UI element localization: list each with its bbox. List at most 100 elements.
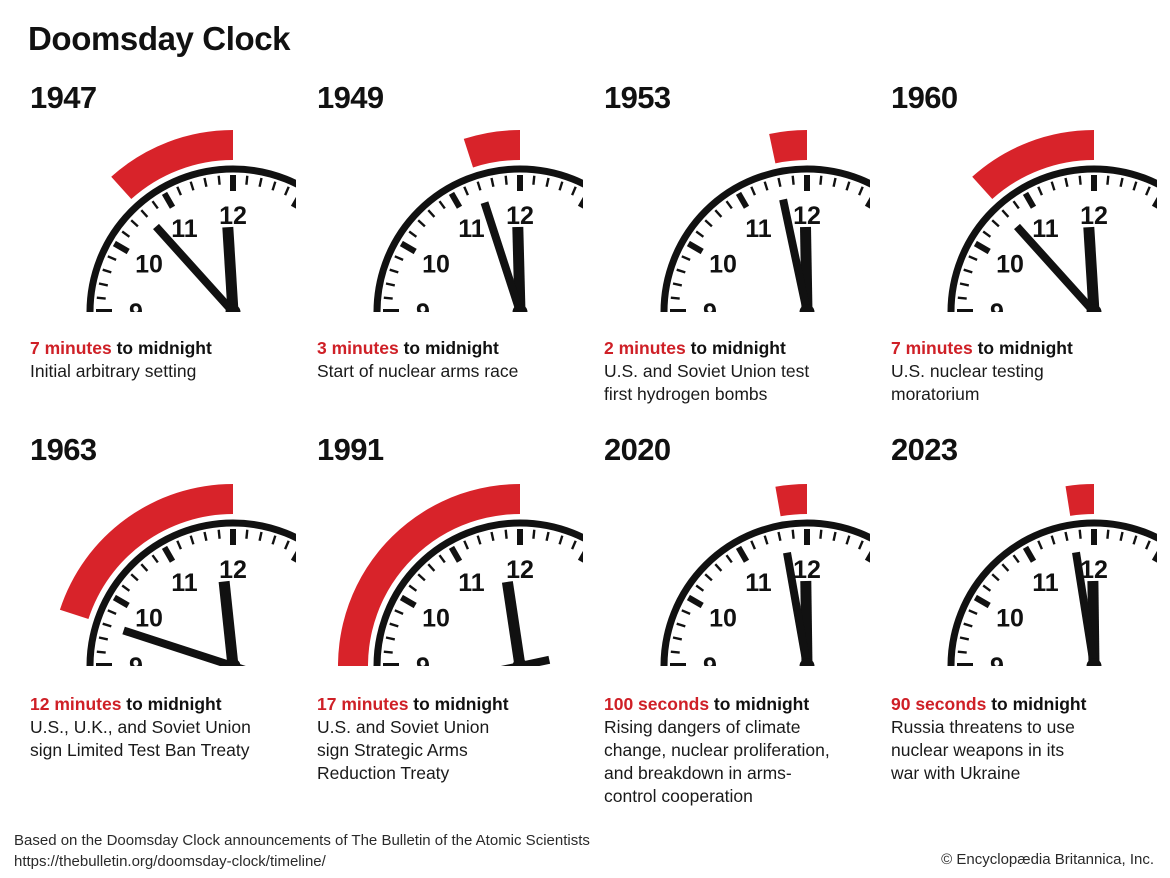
clock-hands: [480, 201, 528, 312]
svg-text:10: 10: [709, 251, 737, 279]
time-amount: 90 seconds: [891, 694, 987, 714]
time-to-midnight: 3 minutes to midnight: [317, 338, 600, 358]
clock-numerals: 12 11 10 9: [416, 556, 534, 666]
clock-rim: [373, 165, 583, 312]
svg-text:9: 9: [703, 299, 717, 312]
svg-text:9: 9: [990, 653, 1004, 666]
clock-card: 2020 12 11 10 9 100 seconds to midnight Ris…: [602, 432, 889, 806]
event-description: U.S. and Soviet Union test first hydroge…: [604, 361, 810, 404]
svg-text:10: 10: [422, 605, 450, 633]
svg-text:9: 9: [129, 653, 143, 666]
danger-arc: [775, 484, 807, 517]
to-midnight-label: to midnight: [986, 694, 1087, 714]
clock-card: 1991 12 11 10 9 17 minutes to midnight U.S.…: [315, 432, 602, 792]
clock-face: 12 11 10 9: [315, 438, 583, 666]
clock-numerals: 12 11 10 9: [990, 202, 1108, 312]
clock-card: 1949 12 11 10 9 3 minutes to midnight Start…: [315, 80, 602, 432]
danger-arc: [338, 484, 520, 666]
clock-year: 2023: [891, 432, 958, 467]
danger-arc: [463, 130, 520, 168]
clock-caption: 2 minutes to midnight U.S. and Soviet Un…: [604, 338, 887, 406]
danger-arc: [972, 130, 1094, 200]
clock-graphic: 12 11 10 9: [86, 130, 296, 312]
clock-year: 1963: [30, 432, 97, 467]
svg-text:11: 11: [1032, 215, 1059, 243]
clock-graphic: 12 11 10 9: [59, 484, 296, 666]
clock-numerals: 12 11 10 9: [990, 556, 1108, 666]
time-amount: 3 minutes: [317, 338, 399, 358]
svg-text:11: 11: [745, 215, 772, 243]
clock-graphic: 12 11 10 9: [373, 130, 583, 312]
clock-rim: [86, 519, 296, 666]
clock-caption: 12 minutes to midnight U.S., U.K., and S…: [30, 694, 313, 762]
clock-caption: 17 minutes to midnight U.S. and Soviet U…: [317, 694, 600, 785]
clock-face: 12 11 10 9: [28, 438, 296, 666]
clock-ticks: [670, 175, 870, 312]
svg-text:10: 10: [422, 251, 450, 279]
clock-hands: [122, 580, 246, 666]
svg-text:12: 12: [219, 556, 247, 584]
clock-year: 1947: [30, 80, 97, 115]
clock-grid: 1947 12 11 10 9 7 minutes to midnight Initi…: [28, 80, 1157, 806]
clock-numerals: 12 11 10 9: [129, 202, 247, 312]
clock-face: 12 11 10 9: [889, 438, 1157, 666]
clock-hands: [779, 198, 815, 312]
clock-card: 2023 12 11 10 9 90 seconds to midnight Russ…: [889, 432, 1170, 792]
footer-source: Based on the Doomsday Clock announcement…: [14, 832, 590, 870]
clock-face: 12 11 10 9: [602, 84, 870, 312]
clock-numerals: 12 11 10 9: [416, 202, 534, 312]
time-amount: 7 minutes: [891, 338, 973, 358]
time-to-midnight: 100 seconds to midnight: [604, 694, 887, 714]
footer-copyright: © Encyclopædia Britannica, Inc.: [941, 851, 1154, 868]
clock-card: 1963 12 11 10 9 12 minutes to midnight U.S.…: [28, 432, 315, 792]
to-midnight-label: to midnight: [972, 338, 1073, 358]
clock-face: 12 11 10 9: [889, 84, 1157, 312]
clock-rim: [660, 519, 870, 666]
svg-text:11: 11: [171, 569, 198, 597]
svg-text:11: 11: [458, 215, 485, 243]
event-description: U.S. nuclear testing moratorium: [891, 361, 1044, 404]
clock-year: 1991: [317, 432, 384, 467]
clock-hands: [783, 552, 815, 666]
to-midnight-label: to midnight: [398, 338, 499, 358]
time-amount: 7 minutes: [30, 338, 112, 358]
clock-ticks: [670, 529, 870, 666]
svg-text:11: 11: [171, 215, 198, 243]
clock-rim: [660, 165, 870, 312]
danger-arc: [59, 484, 233, 620]
svg-text:10: 10: [135, 605, 163, 633]
clock-hands: [1072, 551, 1102, 666]
time-to-midnight: 17 minutes to midnight: [317, 694, 600, 714]
svg-text:12: 12: [506, 556, 534, 584]
svg-text:9: 9: [703, 653, 717, 666]
clock-ticks: [383, 175, 583, 312]
clock-graphic: 12 11 10 9: [660, 130, 870, 312]
to-midnight-label: to midnight: [121, 694, 222, 714]
danger-arc: [111, 130, 233, 200]
clock-rim: [947, 165, 1157, 312]
time-to-midnight: 12 minutes to midnight: [30, 694, 313, 714]
clock-rim: [947, 519, 1157, 666]
event-description: U.S. and Soviet Union sign Strategic Arm…: [317, 717, 490, 783]
svg-text:12: 12: [1080, 202, 1108, 230]
event-description: U.S., U.K., and Soviet Union sign Limite…: [30, 717, 251, 760]
page-title: Doomsday Clock: [28, 20, 291, 57]
time-amount: 12 minutes: [30, 694, 122, 714]
svg-text:11: 11: [1032, 569, 1059, 597]
clock-numerals: 12 11 10 9: [129, 556, 247, 666]
svg-text:12: 12: [219, 202, 247, 230]
event-description: Start of nuclear arms race: [317, 361, 519, 381]
clock-graphic: 12 11 10 9: [947, 130, 1157, 312]
clock-ticks: [96, 529, 296, 666]
svg-text:10: 10: [135, 251, 163, 279]
svg-text:9: 9: [416, 653, 430, 666]
clock-caption: 7 minutes to midnight Initial arbitrary …: [30, 338, 313, 383]
time-amount: 17 minutes: [317, 694, 409, 714]
svg-text:12: 12: [1080, 556, 1108, 584]
time-to-midnight: 90 seconds to midnight: [891, 694, 1170, 714]
time-amount: 2 minutes: [604, 338, 686, 358]
svg-text:10: 10: [996, 251, 1024, 279]
clock-face: 12 11 10 9: [28, 84, 296, 312]
danger-arc: [1065, 484, 1094, 516]
